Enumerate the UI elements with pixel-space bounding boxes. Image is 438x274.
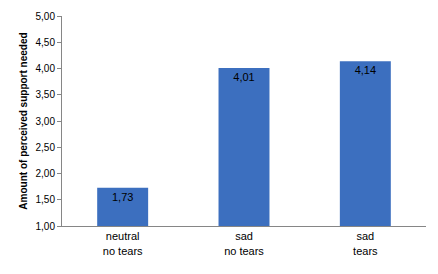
svg-text:1,73: 1,73: [112, 191, 133, 203]
svg-text:4,00: 4,00: [36, 63, 56, 74]
svg-text:5,00: 5,00: [36, 11, 56, 22]
svg-text:sadno tears: sadno tears: [224, 230, 264, 256]
svg-text:neutralno tears: neutralno tears: [103, 230, 143, 256]
svg-text:3,00: 3,00: [36, 116, 56, 127]
svg-text:1,00: 1,00: [36, 221, 56, 232]
svg-text:1,50: 1,50: [36, 194, 56, 205]
svg-text:3,50: 3,50: [36, 89, 56, 100]
svg-text:Amount of perceived support ne: Amount of perceived support needed: [18, 32, 29, 209]
svg-text:4,14: 4,14: [355, 64, 376, 76]
svg-text:2,00: 2,00: [36, 168, 56, 179]
svg-text:4,50: 4,50: [36, 37, 56, 48]
svg-text:4,01: 4,01: [233, 71, 254, 83]
svg-text:2,50: 2,50: [36, 142, 56, 153]
svg-text:sadtears: sadtears: [353, 230, 378, 256]
